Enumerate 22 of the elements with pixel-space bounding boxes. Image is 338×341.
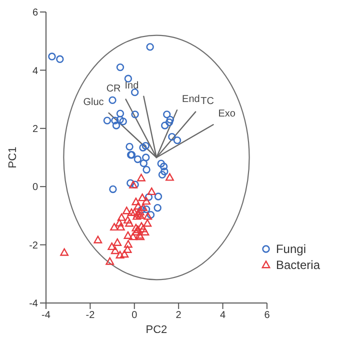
- series-label: Exo: [218, 108, 236, 120]
- y-axis-title: PC1: [6, 146, 19, 168]
- y-tick-label: 2: [32, 124, 38, 135]
- y-tick-label: 0: [32, 182, 38, 194]
- series-label: CR: [106, 83, 121, 94]
- series-label: Gluc: [83, 96, 104, 108]
- y-tick-label: -2: [29, 240, 38, 252]
- y-tick-label: -4: [29, 298, 38, 310]
- x-tick-label: 2: [176, 310, 182, 322]
- legend-label: Bacteria: [276, 257, 320, 273]
- series-label: End: [182, 94, 200, 106]
- x-tick-label: 4: [220, 310, 226, 322]
- legend-label: Fungi: [276, 241, 306, 257]
- x-tick-label: 6: [264, 310, 270, 322]
- x-tick-label: -4: [42, 310, 51, 322]
- series-label: Ind: [124, 80, 139, 92]
- x-tick-label: 0: [132, 310, 138, 322]
- x-axis-title: PC2: [146, 324, 168, 336]
- series-label: TC: [200, 96, 214, 107]
- y-tick-label: 6: [32, 8, 38, 19]
- y-tick-label: 4: [32, 66, 38, 77]
- x-tick-label: -2: [86, 310, 96, 322]
